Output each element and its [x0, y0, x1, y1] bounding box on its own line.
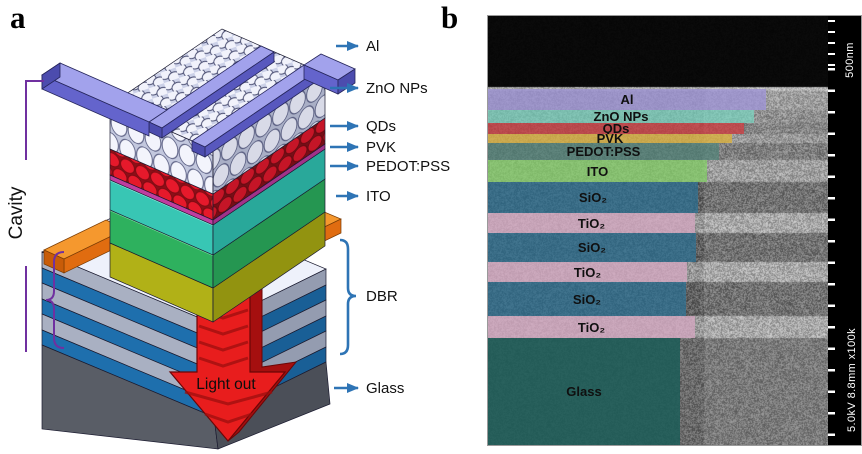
label-al: Al [366, 38, 379, 55]
layer-labels: Al ZnO NPs QDs PVK PEDOT:PSS ITO DBR Gla… [366, 38, 450, 397]
sem-layer-label: TiO₂ [574, 266, 601, 279]
sem-layer-glass: Glass [488, 338, 680, 445]
sem-layer-label: Glass [566, 385, 601, 398]
sem-layer-tio2-3: TiO₂ [488, 316, 695, 338]
cavity-label: Cavity [6, 186, 27, 239]
sem-layer-label: PEDOT:PSS [567, 145, 641, 158]
sem-layer-ito: ITO [488, 160, 707, 182]
label-dbr: DBR [366, 288, 398, 305]
sem-layer-label: SiO₂ [578, 241, 606, 254]
label-ito: ITO [366, 188, 391, 205]
sem-layer-sio2-2: SiO₂ [488, 233, 696, 262]
sem-layer-tio2-2: TiO₂ [488, 262, 687, 282]
sem-layer-label: ITO [587, 165, 608, 178]
sem-layer-label: TiO₂ [578, 217, 605, 230]
sem-layer-label: TiO₂ [578, 321, 605, 334]
light-out-label: Light out [196, 376, 256, 393]
dbr-bracket [340, 240, 356, 354]
scale-bar-label: 500nm [844, 42, 856, 78]
figure: a b [0, 0, 862, 454]
label-glass: Glass [366, 380, 404, 397]
sem-layer-sio2-1: SiO₂ [488, 182, 698, 213]
sem-cross-section-panel: Al ZnO NPs QDs PVK PEDOT:PSS ITO SiO₂ Ti… [487, 15, 862, 446]
schematic-svg: Light out [0, 0, 475, 454]
scale-ticks-major [828, 68, 835, 442]
sem-layer-label: SiO₂ [573, 293, 601, 306]
sem-layer-pedot: PEDOT:PSS [488, 143, 719, 160]
sem-layer-al: Al [488, 89, 766, 110]
sem-layer-tio2-1: TiO₂ [488, 213, 695, 233]
sem-layer-sio2-3: SiO₂ [488, 282, 686, 316]
label-qds: QDs [366, 118, 396, 135]
label-pedot: PEDOT:PSS [366, 158, 450, 175]
scale-ticks-minor [828, 20, 835, 66]
sem-layer-pvk: PVK [488, 134, 732, 143]
sem-layer-label: SiO₂ [579, 191, 607, 204]
sem-meta-label: 5.0kV 8.8mm x100k [846, 328, 858, 432]
label-zno: ZnO NPs [366, 80, 428, 97]
sem-layer-label: Al [621, 93, 634, 106]
device-schematic-panel: Light out [0, 0, 475, 454]
label-pvk: PVK [366, 139, 396, 156]
